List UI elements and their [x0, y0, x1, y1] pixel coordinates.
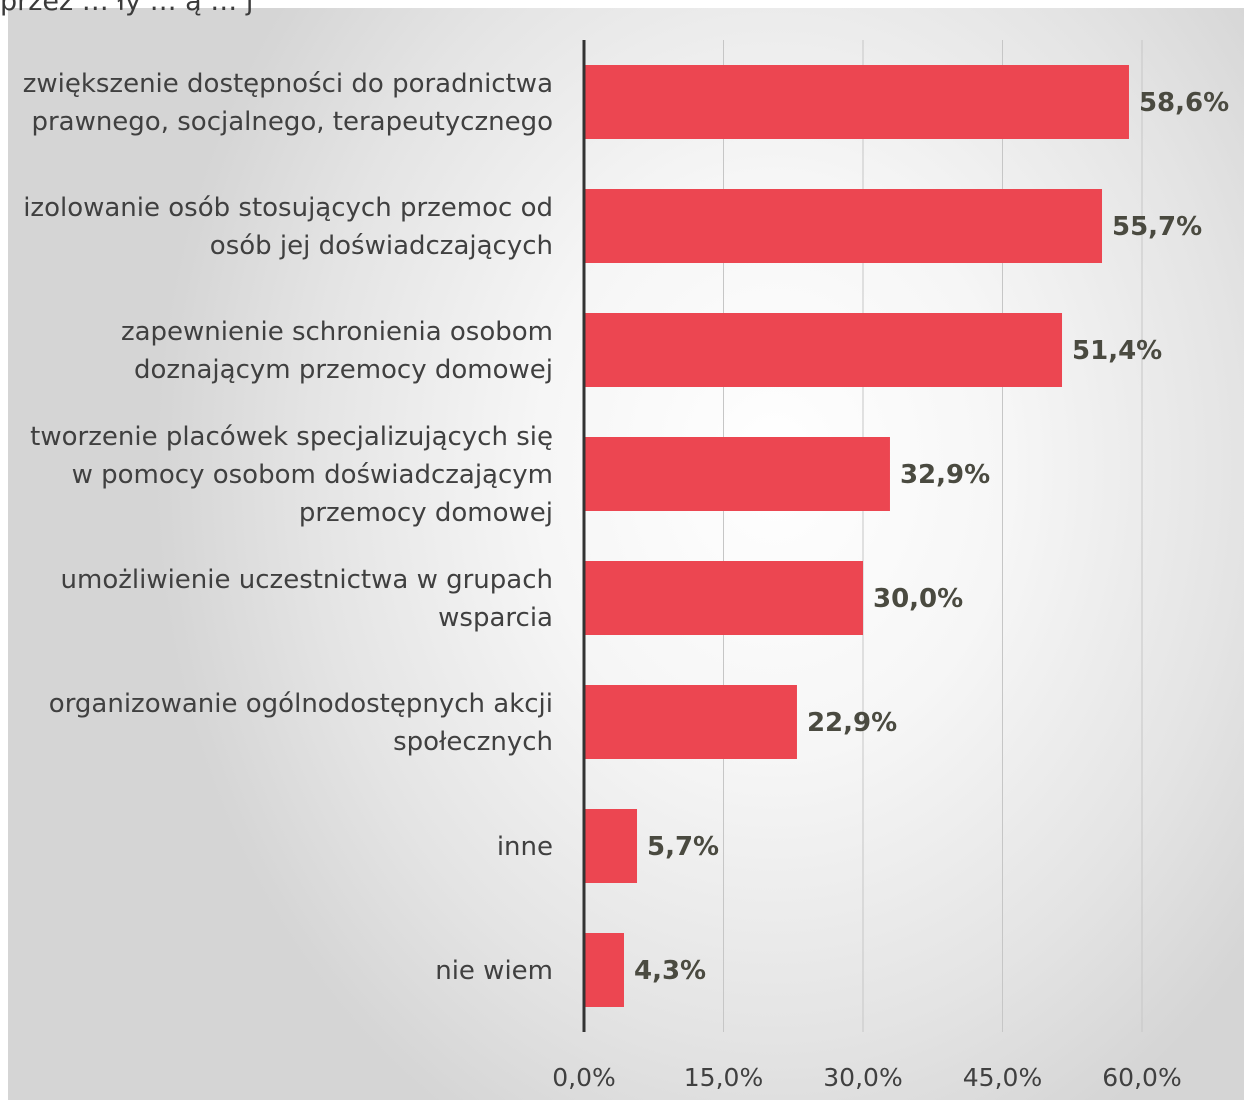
data-label: 5,7% [647, 832, 719, 862]
category-label: tworzenie placówek specjalizujących się w… [30, 422, 553, 528]
category-labels: zwiększenie dostępności do poradnictwa pr… [23, 69, 553, 986]
category-label-line: tworzenie placówek specjalizujących się [30, 422, 553, 452]
x-tick-label: 0,0% [552, 1063, 616, 1092]
category-label-line: organizowanie ogólnodostępnych akcji [49, 689, 553, 719]
category-label-line: zwiększenie dostępności do poradnictwa [23, 69, 553, 99]
data-label: 22,9% [807, 708, 897, 738]
bar [584, 809, 638, 883]
x-tick-labels: 0,0% 15,0% 30,0% 45,0% 60,0% [552, 1063, 1181, 1092]
x-tick-label: 30,0% [823, 1063, 902, 1092]
top-cropped-text: przez … ły … ą … j [0, 0, 254, 17]
bar [584, 561, 863, 635]
bar [584, 65, 1129, 139]
data-label: 32,9% [900, 460, 990, 490]
category-label-line: przemocy domowej [299, 498, 553, 528]
bar [584, 933, 624, 1007]
category-label-line: nie wiem [435, 956, 553, 986]
data-label: 4,3% [634, 956, 706, 986]
data-label: 51,4% [1072, 336, 1162, 366]
x-tick-label: 15,0% [684, 1063, 763, 1092]
category-label-line: społecznych [393, 727, 553, 757]
data-label: 58,6% [1139, 88, 1229, 118]
category-label-line: inne [497, 832, 553, 862]
category-label-line: osób jej doświadczających [210, 231, 553, 261]
gridlines [723, 40, 1143, 1032]
bar [584, 189, 1103, 263]
category-label: zapewnienie schronienia osobom doznającym… [121, 317, 553, 385]
category-label-line: doznającym przemocy domowej [134, 355, 553, 385]
x-tick-label: 45,0% [963, 1063, 1042, 1092]
bars [584, 65, 1129, 1007]
category-label-line: izolowanie osób stosujących przemoc od [23, 193, 553, 223]
category-label: organizowanie ogólnodostępnych akcji społ… [49, 689, 553, 757]
bar [584, 685, 797, 759]
category-label: umożliwienie uczestnictwa w grupach wspar… [61, 565, 553, 633]
data-label: 55,7% [1112, 212, 1202, 242]
category-label-line: prawnego, socjalnego, terapeutycznego [31, 107, 553, 137]
value-labels: 58,6% 55,7% 51,4% 32,9% 30,0% 22,9% 5,7% 4,3% [634, 88, 1229, 986]
category-label-line: wsparcia [438, 603, 553, 633]
category-label-line: w pomocy osobom doświadczającym [72, 460, 553, 490]
category-label: zwiększenie dostępności do poradnictwa pr… [23, 69, 553, 137]
bar [584, 313, 1063, 387]
category-label-line: zapewnienie schronienia osobom [121, 317, 553, 347]
category-label: nie wiem [435, 956, 553, 986]
category-label: inne [497, 832, 553, 862]
category-label-line: umożliwienie uczestnictwa w grupach [61, 565, 553, 595]
bar [584, 437, 890, 511]
category-label: izolowanie osób stosujących przemoc od os… [23, 193, 553, 261]
x-tick-label: 60,0% [1102, 1063, 1181, 1092]
data-label: 30,0% [873, 584, 963, 614]
